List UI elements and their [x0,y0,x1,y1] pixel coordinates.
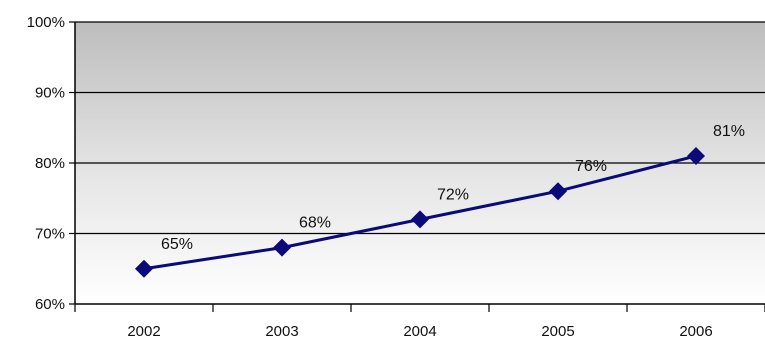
x-axis-tick-labels: 2002 2003 2004 2005 2006 [74,304,765,340]
data-point-marker [549,182,567,201]
y-tick-label: 80% [35,155,65,172]
data-point-marker [411,210,429,229]
y-tick-label: 70% [35,226,65,243]
series-layer [135,146,705,278]
x-tick-label: 2006 [679,323,712,340]
x-tick-label: 2004 [403,323,436,340]
data-label: 76% [575,158,607,175]
y-axis-tick-labels: 60% 70% 80% 90% 100% [27,14,75,313]
data-point-marker [273,238,291,257]
x-tick-label: 2002 [127,323,160,340]
data-labels: 65% 68% 72% 76% 81% [161,123,745,253]
data-label: 72% [437,186,469,203]
data-label: 68% [299,215,331,232]
y-tick-label: 90% [35,85,65,102]
data-point-marker [135,259,153,278]
y-tick-label: 60% [35,296,65,313]
data-label: 65% [161,236,193,253]
x-tick-label: 2005 [541,323,574,340]
data-point-marker [687,146,705,165]
data-label: 81% [713,123,745,140]
x-tick-label: 2003 [265,323,298,340]
gridlines [75,21,765,235]
y-tick-label: 100% [27,14,65,31]
